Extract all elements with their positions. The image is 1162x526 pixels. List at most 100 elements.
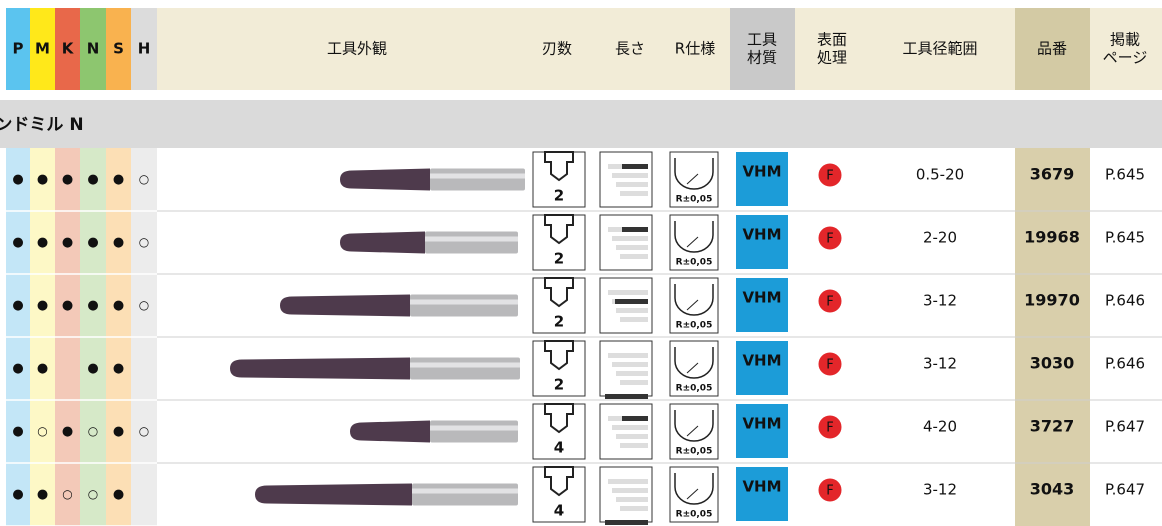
substrate: VHM — [742, 478, 781, 496]
length-hatch — [605, 520, 648, 525]
tool-flute — [340, 168, 430, 191]
length-bar — [608, 479, 648, 484]
material-mark: ● — [37, 487, 48, 502]
column-header: R仕様 — [675, 40, 715, 58]
length-bar — [612, 173, 648, 178]
column-header: 掲載 — [1110, 31, 1140, 49]
material-mark: ● — [12, 361, 23, 376]
r-arrow — [686, 488, 699, 500]
material-mark: ● — [87, 361, 98, 376]
r-icon — [669, 277, 719, 334]
tolerance: R±0,05 — [676, 510, 713, 520]
material-mark: ● — [87, 172, 98, 187]
flutes: 2 — [554, 250, 564, 268]
substrate: VHM — [742, 289, 781, 307]
column-header: 刃数 — [542, 40, 572, 58]
tool-flute — [230, 357, 410, 380]
part-number: 19968 — [1024, 228, 1080, 247]
material-mark: ● — [62, 424, 73, 439]
material-mark: ● — [37, 235, 48, 250]
material-mark: ● — [113, 361, 124, 376]
length-bar — [616, 245, 648, 250]
material-mark: ● — [62, 298, 73, 313]
tool-shank-shine — [430, 425, 518, 431]
tool-shank — [410, 294, 518, 317]
material-mark: ● — [87, 235, 98, 250]
r-curve — [674, 221, 714, 253]
page-ref: P.646 — [1105, 355, 1145, 373]
flutes: 2 — [554, 376, 564, 394]
length-bar — [612, 236, 648, 241]
diameter-range: 4-20 — [923, 418, 957, 436]
coating: F — [826, 169, 833, 184]
page-ref: P.646 — [1105, 292, 1145, 310]
material-header — [6, 8, 30, 90]
diameter-range: 3-12 — [923, 481, 957, 499]
material-label: M — [35, 40, 50, 58]
page-ref: P.645 — [1105, 229, 1145, 247]
tolerance: R±0,05 — [676, 447, 713, 457]
page-ref: P.645 — [1105, 166, 1145, 184]
section-bg — [0, 100, 1162, 148]
length-bar — [616, 182, 648, 187]
material-mark: ● — [113, 235, 124, 250]
tool-flute — [340, 231, 425, 254]
part-number: 3030 — [1030, 354, 1075, 373]
material-mark: ○ — [62, 487, 72, 501]
coating-badge — [817, 288, 843, 314]
coating: F — [826, 358, 833, 373]
substrate: VHM — [742, 352, 781, 370]
tool-flute — [280, 294, 410, 317]
coating: F — [826, 421, 833, 436]
length-hatch — [622, 227, 648, 232]
r-curve — [674, 410, 714, 442]
material-mark: ● — [12, 298, 23, 313]
column-header: 表面 — [817, 31, 847, 49]
material-header — [55, 8, 80, 90]
length-bar — [616, 434, 648, 439]
icon-tool — [544, 466, 574, 497]
r-arrow — [686, 236, 699, 248]
length-icon — [599, 340, 653, 397]
length-bar — [612, 488, 648, 493]
tool-flute — [350, 420, 430, 443]
flutes: 2 — [554, 187, 564, 205]
column-header: 処理 — [817, 49, 847, 67]
diameter-range: 3-12 — [923, 355, 957, 373]
flute-icon: 2 — [532, 214, 586, 271]
diameter-range: 0.5-20 — [916, 166, 964, 184]
material-mark: ● — [37, 298, 48, 313]
coating-badge — [817, 351, 843, 377]
material-mark: ● — [113, 298, 124, 313]
substrate: VHM — [742, 226, 781, 244]
column-header: ページ — [1103, 49, 1148, 67]
tool-shank — [430, 420, 518, 443]
substrate-bg — [736, 341, 788, 395]
tool-shank — [425, 231, 518, 254]
material-mark: ● — [12, 235, 23, 250]
header-bg — [157, 8, 1162, 90]
header-material-bg — [730, 8, 795, 90]
coating-badge — [817, 477, 843, 503]
part-number: 3043 — [1030, 480, 1075, 499]
material-mark: ○ — [139, 235, 149, 249]
diameter-range: 2-20 — [923, 229, 957, 247]
r-icon — [669, 403, 719, 460]
length-bar — [620, 317, 648, 322]
length-bar — [616, 497, 648, 502]
r-curve — [674, 284, 714, 316]
material-mark: ○ — [37, 424, 47, 438]
page-ref: P.647 — [1105, 418, 1145, 436]
length-bar — [608, 290, 648, 295]
length-hatch — [622, 416, 648, 421]
coating-badge — [817, 162, 843, 188]
r-icon — [669, 340, 719, 397]
coating-badge — [817, 414, 843, 440]
material-label: K — [62, 40, 75, 58]
material-mark: ● — [37, 172, 48, 187]
material-mark: ○ — [139, 172, 149, 186]
coating: F — [826, 484, 833, 499]
length-bar — [612, 425, 648, 430]
material-mark: ● — [62, 235, 73, 250]
